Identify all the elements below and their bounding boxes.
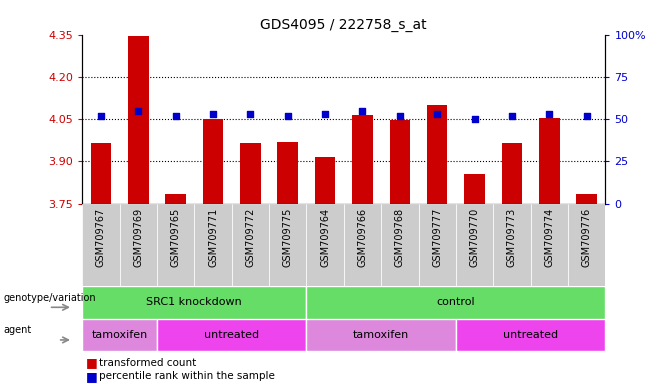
Bar [307, 286, 605, 319]
Bar [456, 319, 605, 351]
Bar [352, 115, 373, 204]
Point [395, 113, 405, 119]
Bar [568, 204, 605, 286]
Text: ■: ■ [86, 370, 97, 383]
Text: GSM709769: GSM709769 [134, 208, 143, 267]
Bar [501, 143, 522, 204]
Bar [576, 194, 597, 204]
Text: SRC1 knockdown: SRC1 knockdown [147, 297, 242, 308]
Bar [269, 204, 307, 286]
Point [95, 113, 106, 119]
Point [469, 116, 480, 122]
Text: GSM709777: GSM709777 [432, 208, 442, 267]
Title: GDS4095 / 222758_s_at: GDS4095 / 222758_s_at [261, 18, 427, 32]
Text: transformed count: transformed count [99, 358, 196, 368]
Text: GSM709768: GSM709768 [395, 208, 405, 267]
Text: untreated: untreated [204, 330, 259, 340]
Text: percentile rank within the sample: percentile rank within the sample [99, 371, 274, 381]
Bar [390, 121, 410, 204]
Point [507, 113, 517, 119]
Text: GSM709774: GSM709774 [544, 208, 554, 267]
Text: ■: ■ [86, 356, 97, 369]
Bar [494, 204, 530, 286]
Bar [82, 286, 307, 319]
Point [432, 111, 442, 117]
Text: genotype/variation: genotype/variation [3, 293, 96, 303]
Point [320, 111, 330, 117]
Bar [91, 143, 111, 204]
Bar [82, 204, 120, 286]
Bar [240, 143, 261, 204]
Bar [530, 204, 568, 286]
Text: GSM709771: GSM709771 [208, 208, 218, 267]
Text: control: control [437, 297, 475, 308]
Point [245, 111, 256, 117]
Point [544, 111, 555, 117]
Point [133, 108, 143, 114]
Bar [203, 119, 223, 204]
Point [582, 113, 592, 119]
Bar [343, 204, 381, 286]
Text: GSM709772: GSM709772 [245, 208, 255, 267]
Point [282, 113, 293, 119]
Bar [82, 319, 157, 351]
Text: GSM709770: GSM709770 [470, 208, 480, 267]
Bar [465, 174, 485, 204]
Text: GSM709765: GSM709765 [170, 208, 181, 267]
Bar [157, 319, 307, 351]
Bar [157, 204, 194, 286]
Bar [418, 204, 456, 286]
Bar [165, 194, 186, 204]
Bar [128, 36, 149, 204]
Bar [427, 105, 447, 204]
Text: GSM709764: GSM709764 [320, 208, 330, 267]
Bar [381, 204, 418, 286]
Bar [194, 204, 232, 286]
Bar [539, 118, 559, 204]
Bar [456, 204, 494, 286]
Bar [232, 204, 269, 286]
Text: agent: agent [3, 325, 32, 335]
Bar [307, 319, 456, 351]
Text: GSM709773: GSM709773 [507, 208, 517, 267]
Text: untreated: untreated [503, 330, 558, 340]
Text: GSM709767: GSM709767 [96, 208, 106, 267]
Bar [278, 142, 298, 204]
Text: tamoxifen: tamoxifen [353, 330, 409, 340]
Text: GSM709766: GSM709766 [357, 208, 367, 267]
Point [357, 108, 368, 114]
Point [170, 113, 181, 119]
Text: tamoxifen: tamoxifen [91, 330, 148, 340]
Text: GSM709776: GSM709776 [582, 208, 592, 267]
Bar [315, 157, 336, 204]
Text: GSM709775: GSM709775 [283, 208, 293, 267]
Point [208, 111, 218, 117]
Bar [307, 204, 344, 286]
Bar [120, 204, 157, 286]
